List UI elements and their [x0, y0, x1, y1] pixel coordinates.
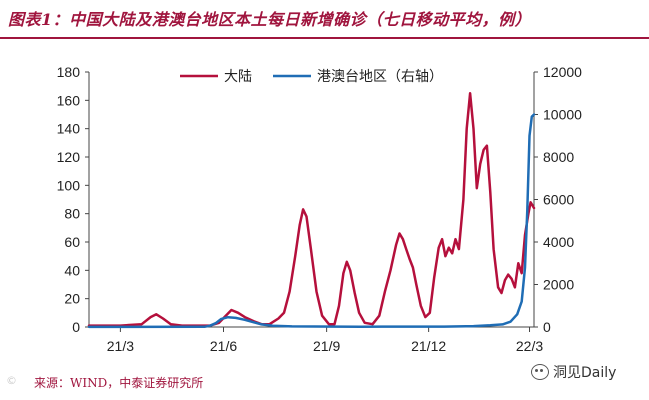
x-tick-label: 22/3 — [516, 338, 543, 354]
wechat-icon — [531, 364, 549, 380]
source-note: 来源：WIND，中泰证券研究所 — [34, 376, 204, 390]
chart-title: 图表1：中国大陆及港澳台地区本土每日新增确诊（七日移动平均，例） — [8, 10, 532, 29]
y-right-tick-label: 0 — [543, 319, 551, 335]
axes: 0 20 40 60 80 100 120 140 160 180 0 2000 4000 6000 800… — [57, 64, 583, 354]
y-right-tick-label: 6000 — [543, 192, 574, 208]
y-left-tick-label: 20 — [64, 291, 80, 307]
watermark-left: © — [6, 374, 17, 387]
watermark: 洞见Daily — [531, 362, 616, 382]
legend-label-hmt: 港澳台地区（右轴） — [317, 69, 443, 85]
x-tick-label: 21/9 — [313, 338, 340, 354]
title-rule — [0, 37, 649, 39]
legend: 大陆 港澳台地区（右轴） — [180, 69, 443, 85]
y-left-tick-label: 100 — [57, 177, 81, 193]
y-left-tick-label: 120 — [57, 149, 81, 165]
x-tick-label: 21/6 — [210, 338, 237, 354]
y-right-tick-label: 2000 — [543, 277, 574, 293]
legend-label-mainland: 大陆 — [224, 69, 252, 85]
y-left-tick-label: 160 — [57, 92, 81, 108]
y-left-tick-label: 80 — [64, 206, 80, 222]
y-left-tick-label: 60 — [64, 234, 80, 250]
series-layer — [87, 92, 536, 329]
y-left-tick-label: 140 — [57, 121, 81, 137]
y-right-tick-label: 4000 — [543, 234, 574, 250]
y-left-tick-label: 0 — [72, 319, 80, 335]
series-line-mainland — [87, 92, 536, 327]
watermark-label: 洞见Daily — [553, 365, 617, 381]
y-right-tick-label: 8000 — [543, 149, 574, 165]
x-tick-label: 21/3 — [107, 338, 134, 354]
y-right-tick-label: 12000 — [543, 64, 582, 80]
x-tick-label: 21/12 — [411, 338, 446, 354]
y-left-tick-label: 180 — [57, 64, 81, 80]
series-line-hmt — [87, 113, 536, 329]
y-right-tick-label: 10000 — [543, 107, 582, 123]
y-left-tick-label: 40 — [64, 262, 80, 278]
